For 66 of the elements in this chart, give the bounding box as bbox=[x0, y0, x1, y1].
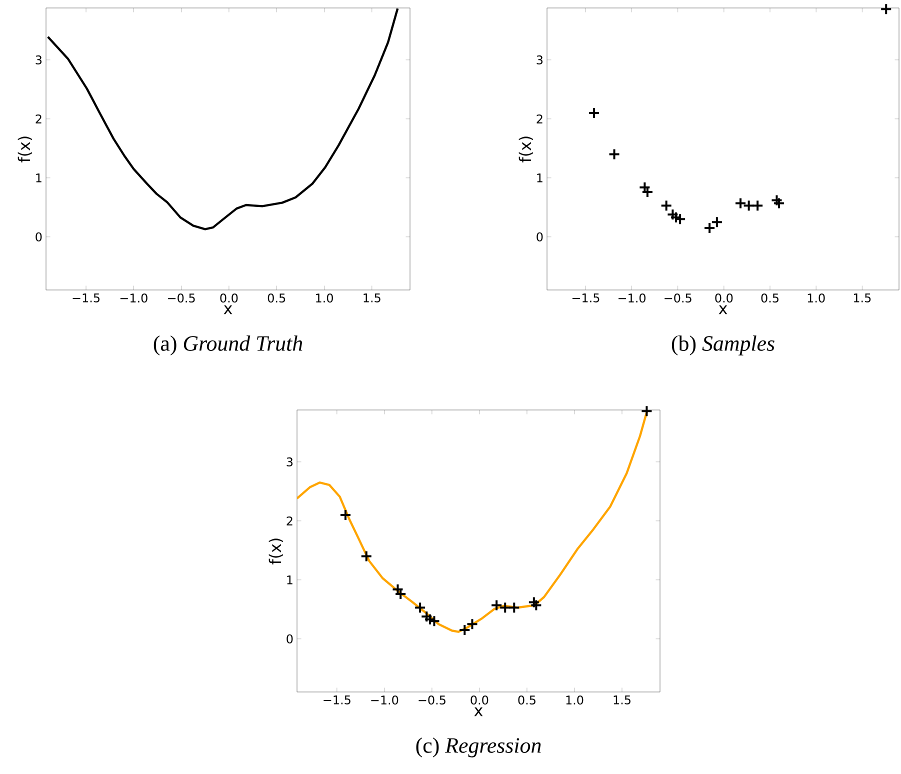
x-tick-label: −1.0 bbox=[120, 294, 148, 303]
point bbox=[466, 618, 478, 630]
point bbox=[508, 602, 520, 614]
point bbox=[528, 596, 540, 608]
x-tick-label: 1.5 bbox=[854, 294, 871, 302]
y-tick-label: 3 bbox=[36, 55, 42, 64]
y-tick-label: 0 bbox=[36, 232, 42, 242]
x-tick-label: −1.5 bbox=[572, 294, 600, 302]
y-tick-label: 2 bbox=[286, 516, 292, 526]
y-tick-label: 1 bbox=[287, 576, 292, 584]
point bbox=[734, 197, 747, 210]
point bbox=[704, 222, 716, 234]
x-tick-label: −1.0 bbox=[618, 294, 646, 303]
y-tick-label: 2 bbox=[536, 114, 542, 124]
point bbox=[880, 3, 892, 16]
text: (c) Regression bbox=[416, 737, 541, 758]
y-tick-label: 2 bbox=[36, 114, 42, 124]
point bbox=[752, 200, 764, 212]
x-tick-label: −0.5 bbox=[418, 696, 446, 705]
point bbox=[414, 602, 426, 614]
x-axis-title: x bbox=[474, 707, 483, 716]
x-tick-label: 1.5 bbox=[364, 294, 380, 302]
y-tick-label: 0 bbox=[286, 634, 293, 644]
y-axis-title: f(x) bbox=[268, 538, 284, 564]
x-axis-title: x bbox=[718, 305, 728, 314]
y-tick-label: 1 bbox=[537, 174, 542, 182]
line-series bbox=[46, 8, 399, 230]
x-tick-label: −0.5 bbox=[168, 294, 195, 303]
x-tick-label: −1.0 bbox=[371, 696, 398, 705]
y-axis-title: f(x) bbox=[18, 136, 32, 162]
point bbox=[660, 200, 672, 212]
y-tick-label: 1 bbox=[36, 174, 42, 182]
x-tick-label: −1.5 bbox=[324, 696, 350, 704]
point bbox=[458, 624, 471, 636]
x-tick-label: 1.0 bbox=[808, 294, 825, 303]
point bbox=[608, 148, 620, 160]
y-tick-label: 3 bbox=[286, 457, 293, 466]
x-tick-label: 0.5 bbox=[518, 696, 536, 705]
x-axis-title: x bbox=[224, 305, 232, 314]
x-tick-label: −0.5 bbox=[664, 294, 692, 303]
x-tick-label: 0.0 bbox=[220, 294, 238, 303]
line-series bbox=[297, 410, 648, 633]
point bbox=[499, 602, 512, 614]
point bbox=[710, 216, 723, 228]
text: (a) Ground Truth bbox=[154, 335, 302, 356]
x-tick-label: 1.0 bbox=[566, 696, 584, 705]
point bbox=[772, 197, 785, 210]
point bbox=[770, 194, 783, 206]
y-tick-label: 0 bbox=[536, 232, 543, 242]
point bbox=[742, 200, 755, 212]
y-tick-label: 3 bbox=[536, 55, 543, 64]
x-tick-label: 1.5 bbox=[614, 696, 630, 704]
x-tick-label: 0.0 bbox=[715, 294, 733, 303]
point bbox=[360, 550, 372, 562]
point bbox=[640, 405, 653, 418]
point bbox=[530, 599, 542, 612]
x-tick-label: 1.0 bbox=[316, 294, 333, 303]
x-tick-label: 0.5 bbox=[761, 294, 778, 303]
x-tick-label: 0.0 bbox=[470, 696, 488, 705]
x-tick-label: −1.5 bbox=[72, 294, 100, 302]
point bbox=[490, 599, 503, 612]
y-axis-title: f(x) bbox=[518, 136, 534, 162]
point bbox=[588, 106, 600, 119]
text: (b) Samples bbox=[672, 335, 774, 356]
point bbox=[339, 508, 352, 521]
x-tick-label: 0.5 bbox=[268, 294, 286, 303]
